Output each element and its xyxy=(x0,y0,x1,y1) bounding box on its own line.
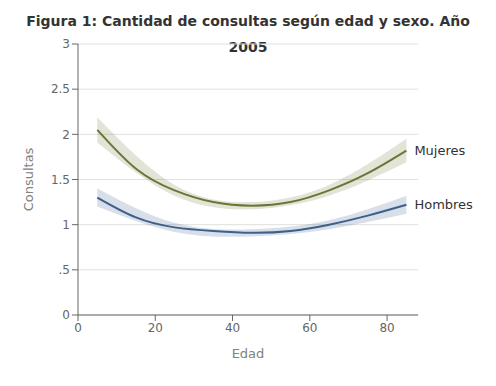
svg-text:3: 3 xyxy=(62,37,70,51)
svg-text:80: 80 xyxy=(379,321,394,335)
svg-text:20: 20 xyxy=(148,321,163,335)
svg-text:2.5: 2.5 xyxy=(51,82,70,96)
svg-text:0: 0 xyxy=(74,321,82,335)
svg-text:40: 40 xyxy=(225,321,240,335)
svg-text:Consultas: Consultas xyxy=(21,147,36,211)
svg-text:1: 1 xyxy=(62,218,70,232)
svg-text:.5: .5 xyxy=(59,263,70,277)
svg-text:60: 60 xyxy=(302,321,317,335)
svg-text:Mujeres: Mujeres xyxy=(414,143,465,158)
svg-text:Hombres: Hombres xyxy=(414,197,473,212)
svg-text:0: 0 xyxy=(62,308,70,322)
svg-text:2: 2 xyxy=(62,128,70,142)
svg-text:Edad: Edad xyxy=(232,346,265,361)
svg-text:1.5: 1.5 xyxy=(51,173,70,187)
